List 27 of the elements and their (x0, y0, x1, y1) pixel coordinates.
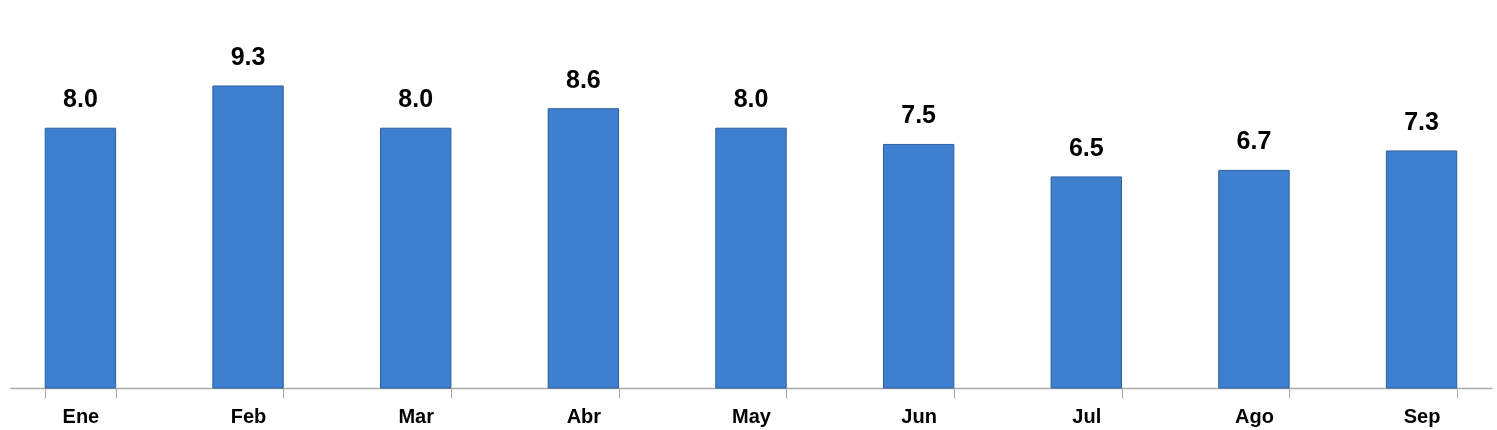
x-tick-label: May (732, 404, 772, 427)
bar (1050, 176, 1122, 389)
bar (212, 85, 284, 389)
bar (44, 127, 117, 389)
x-tick-label: Feb (230, 404, 267, 427)
x-tick-label: Abr (566, 404, 602, 427)
data-label: 7.3 (1404, 106, 1439, 135)
x-tick-label: Ene (62, 404, 100, 427)
x-tick-label: Mar (398, 404, 435, 427)
data-label: 7.5 (901, 100, 937, 129)
bar (547, 108, 620, 389)
bar (715, 127, 787, 389)
bar (882, 143, 955, 389)
data-label: 8.0 (63, 84, 98, 113)
data-label: 6.5 (1068, 132, 1104, 161)
data-label: 6.7 (1236, 126, 1272, 155)
bar (380, 127, 452, 389)
x-tick-label: Jun (901, 404, 937, 427)
data-label: 8.6 (565, 64, 601, 93)
data-label: 8.0 (733, 84, 769, 113)
bar (1218, 169, 1290, 389)
bar (1385, 150, 1458, 389)
x-tick-label: Ago (1235, 404, 1274, 427)
data-label: 9.3 (230, 42, 266, 70)
data-label: 8.0 (398, 84, 434, 113)
x-tick-label: Sep (1403, 404, 1441, 427)
x-tick-label: Jul (1072, 404, 1102, 427)
